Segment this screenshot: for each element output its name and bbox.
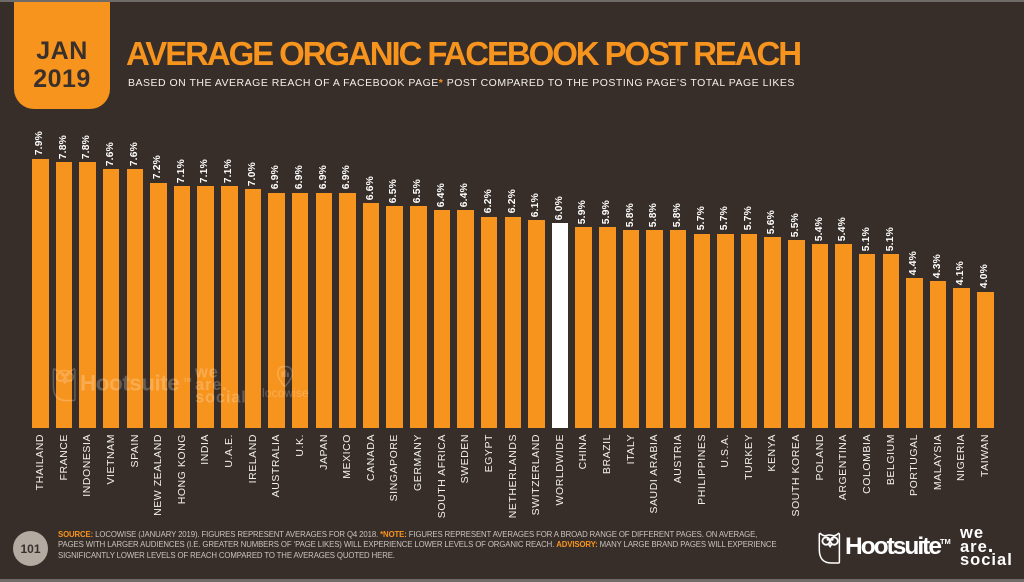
svg-text:we: we <box>194 364 219 382</box>
svg-text:are.: are. <box>195 376 228 394</box>
svg-text:Hootsuite: Hootsuite <box>80 371 179 396</box>
svg-text:TM: TM <box>184 378 192 384</box>
svg-text:social: social <box>195 389 247 407</box>
svg-text:locowise: locowise <box>262 386 309 400</box>
